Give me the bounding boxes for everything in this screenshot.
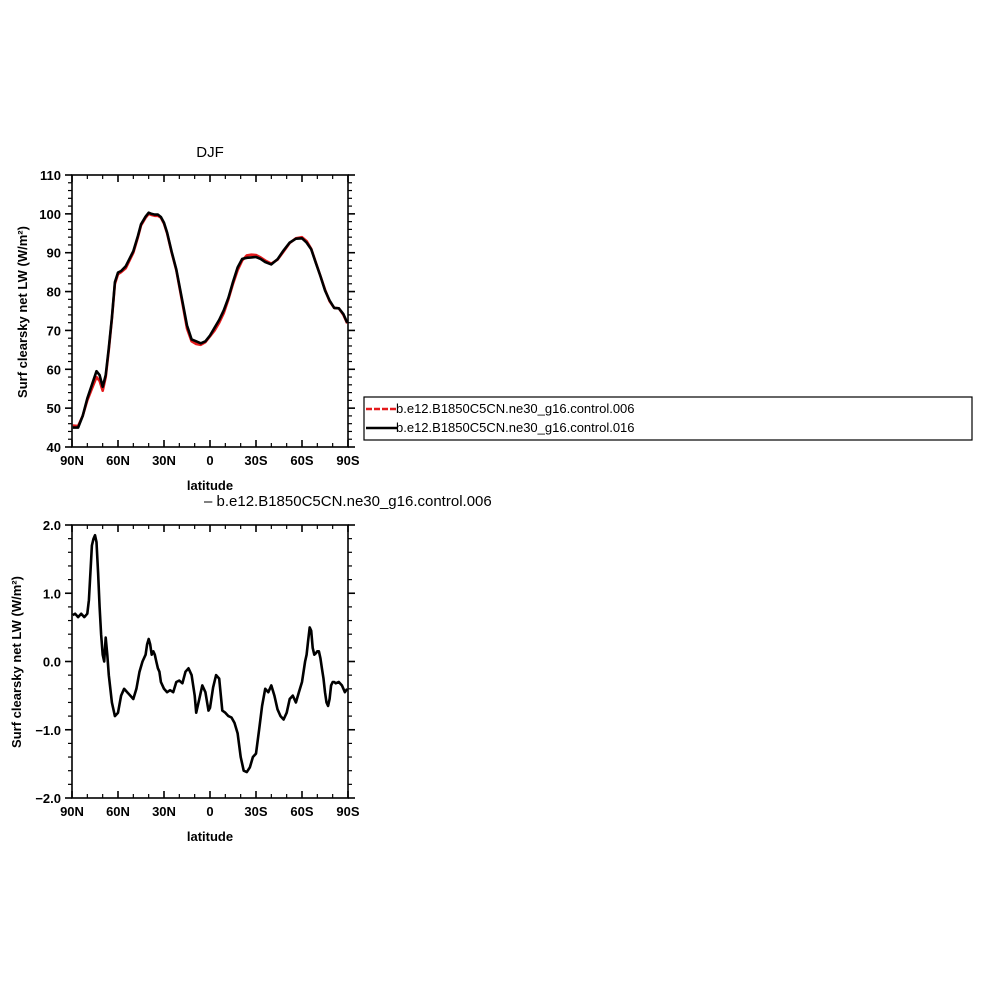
bottom-y-tick-label: −2.0 — [35, 791, 61, 806]
top-x-tick-label: 90S — [336, 453, 359, 468]
bottom-plot-area: 90N 60N 30N 0 30S 60S 90S −2.0 −1.0 0.0 1.0 2.0 — [35, 518, 360, 819]
top-x-tick-label: 30S — [244, 453, 267, 468]
top-y-tick-label: 80 — [47, 285, 61, 300]
top-series-line-0 — [72, 212, 349, 428]
top-panel-title: DJF — [196, 144, 224, 161]
top-y-tick-label: 50 — [47, 401, 61, 416]
top-y-tick-label: 90 — [47, 246, 61, 261]
bottom-x-tick-label: 90S — [336, 804, 359, 819]
bottom-x-tick-label: 60N — [106, 804, 130, 819]
legend-box — [363, 396, 973, 441]
bottom-y-tick-label: 0.0 — [43, 655, 61, 670]
bottom-x-tick-label: 60S — [290, 804, 313, 819]
top-x-tick-label: 30N — [152, 453, 176, 468]
bottom-y-tick-label: −1.0 — [35, 723, 61, 738]
bottom-y-axis-label: Surf clearsky net LW (W/m²) — [9, 576, 24, 748]
top-y-tick-label: 100 — [39, 207, 61, 222]
top-x-tick-label: 90N — [60, 453, 84, 468]
bottom-x-tick-label: 90N — [60, 804, 84, 819]
bottom-y-tick-label: 1.0 — [43, 586, 61, 601]
top-x-tick-label: 60S — [290, 453, 313, 468]
legend-label-control-016: b.e12.B1850C5CN.ne30_g16.control.016 — [396, 420, 635, 435]
top-x-axis-label: latitude — [187, 478, 233, 493]
top-y-tick-label: 60 — [47, 362, 61, 377]
top-y-tick-label: 70 — [47, 323, 61, 338]
legend-label-control-006: b.e12.B1850C5CN.ne30_g16.control.006 — [396, 401, 635, 416]
top-y-tick-label: 110 — [40, 168, 61, 183]
legend: b.e12.B1850C5CN.ne30_g16.control.006 b.e… — [363, 396, 973, 441]
bottom-x-axis-label: latitude — [187, 829, 233, 844]
bottom-series-line-0 — [72, 533, 349, 774]
bottom-x-tick-label: 30N — [152, 804, 176, 819]
top-x-tick-label: 60N — [106, 453, 130, 468]
difference-label: – b.e12.B1850C5CN.ne30_g16.control.006 — [204, 493, 492, 510]
top-series-line-1 — [72, 211, 349, 429]
top-y-tick-label: 40 — [47, 440, 61, 455]
bottom-x-tick-label: 30S — [244, 804, 267, 819]
bottom-plot-frame — [71, 524, 349, 799]
bottom-x-tick-label: 0 — [206, 804, 213, 819]
bottom-y-tick-label: 2.0 — [43, 518, 61, 533]
top-panel: DJF 90N 60N 30N 0 30S 60S 90S 40 50 60 70 80 90 100 11… — [15, 144, 360, 493]
top-y-axis-label: Surf clearsky net LW (W/m²) — [15, 226, 30, 398]
top-plot-area: 90N 60N 30N 0 30S 60S 90S 40 50 60 70 80 90 100 110 — [39, 168, 360, 468]
bottom-panel: 90N 60N 30N 0 30S 60S 90S −2.0 −1.0 0.0 1.0 2.0 lat… — [9, 518, 360, 844]
top-x-tick-label: 0 — [206, 453, 213, 468]
